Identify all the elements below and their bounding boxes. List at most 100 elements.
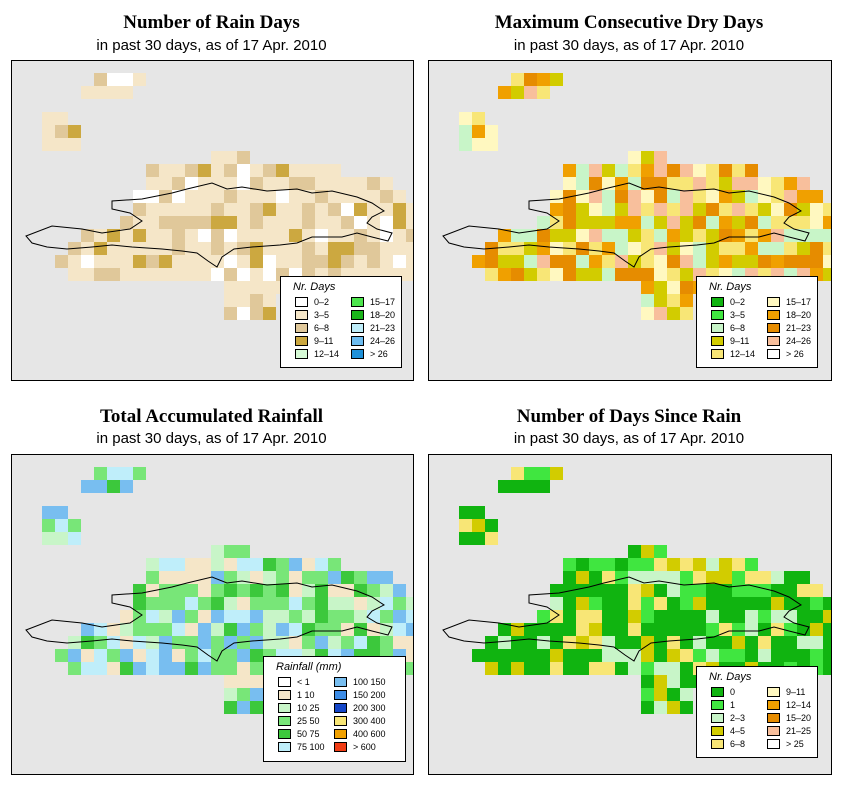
grid-cell [576, 216, 589, 229]
grid-cell [641, 662, 654, 675]
grid-cell [615, 597, 628, 610]
grid-cell [472, 112, 485, 125]
grid-cell [250, 216, 263, 229]
grid-cell [380, 584, 393, 597]
grid-cell [641, 649, 654, 662]
grid-cell [589, 636, 602, 649]
grid-cell [589, 649, 602, 662]
grid-cell [641, 597, 654, 610]
legend-swatch [351, 336, 364, 346]
grid-cell [120, 662, 133, 675]
legend-days-since-rain: Nr. Days 0 1 2–3 4–5 6–8 9–11 12–14 15–20 21–25 >… [696, 666, 818, 758]
grid-cell [498, 662, 511, 675]
grid-cell [810, 242, 823, 255]
grid-cell [576, 255, 589, 268]
grid-cell [276, 255, 289, 268]
legend-label: 9–11 [786, 687, 806, 697]
grid-cell [302, 177, 315, 190]
grid-cell [823, 636, 831, 649]
grid-cell [250, 597, 263, 610]
grid-cell [81, 480, 94, 493]
legend-label: 15–20 [786, 713, 812, 723]
legend-item: 1 [711, 700, 735, 711]
grid-cell [133, 268, 146, 281]
grid-cell [563, 229, 576, 242]
grid-cell [771, 649, 784, 662]
grid-cell [732, 558, 745, 571]
grid-cell [654, 151, 667, 164]
grid-cell [511, 480, 524, 493]
grid-cell [302, 229, 315, 242]
grid-cell [628, 662, 641, 675]
grid-cell [237, 164, 250, 177]
grid-cell [524, 268, 537, 281]
grid-cell [654, 636, 667, 649]
grid-cell [120, 467, 133, 480]
grid-cell [172, 164, 185, 177]
grid-cell [133, 190, 146, 203]
grid-cell [628, 164, 641, 177]
grid-cell [146, 597, 159, 610]
grid-cell [693, 255, 706, 268]
grid-cell [511, 636, 524, 649]
grid-cell [315, 229, 328, 242]
grid-cell [680, 203, 693, 216]
grid-cell [771, 636, 784, 649]
grid-cell [250, 255, 263, 268]
grid-cell [211, 268, 224, 281]
grid-cell [198, 203, 211, 216]
grid-cell [211, 558, 224, 571]
grid-cell [263, 571, 276, 584]
grid-cell [472, 255, 485, 268]
legend-item: 21–25 [767, 726, 811, 737]
grid-cell [302, 164, 315, 177]
grid-cell [576, 584, 589, 597]
grid-cell [667, 688, 680, 701]
grid-cell [380, 216, 393, 229]
grid-cell [706, 216, 719, 229]
grid-cell [328, 584, 341, 597]
legend-title: Nr. Days [293, 281, 336, 293]
legend-swatch [711, 297, 724, 307]
grid-cell [732, 242, 745, 255]
grid-cell [276, 164, 289, 177]
grid-cell [719, 216, 732, 229]
grid-cell [302, 255, 315, 268]
grid-cell [42, 532, 55, 545]
legend-item: 100 150 [334, 677, 386, 688]
grid-cell [771, 242, 784, 255]
grid-cell [250, 675, 263, 688]
grid-cell [654, 649, 667, 662]
grid-cell [42, 506, 55, 519]
grid-cell [641, 558, 654, 571]
legend-swatch [334, 729, 347, 739]
grid-cell [680, 255, 693, 268]
grid-cell [224, 177, 237, 190]
grid-cell [276, 610, 289, 623]
grid-cell [654, 688, 667, 701]
legend-swatch [334, 703, 347, 713]
grid-cell [315, 177, 328, 190]
grid-cell [328, 255, 341, 268]
grid-cell [641, 177, 654, 190]
grid-cell [315, 203, 328, 216]
grid-cell [250, 190, 263, 203]
grid-cell [68, 532, 81, 545]
grid-cell [628, 597, 641, 610]
legend-swatch [711, 310, 724, 320]
grid-cell [198, 242, 211, 255]
grid-cell [224, 571, 237, 584]
legend-label: > 26 [370, 349, 388, 359]
grid-cell [823, 216, 831, 229]
grid-cell [224, 701, 237, 714]
grid-cell [237, 584, 250, 597]
grid-cell [485, 519, 498, 532]
grid-cell [771, 623, 784, 636]
grid-cell [771, 203, 784, 216]
grid-cell [810, 610, 823, 623]
grid-cell [263, 610, 276, 623]
grid-cell [263, 623, 276, 636]
grid-cell [55, 255, 68, 268]
grid-cell [732, 584, 745, 597]
grid-cell [602, 229, 615, 242]
